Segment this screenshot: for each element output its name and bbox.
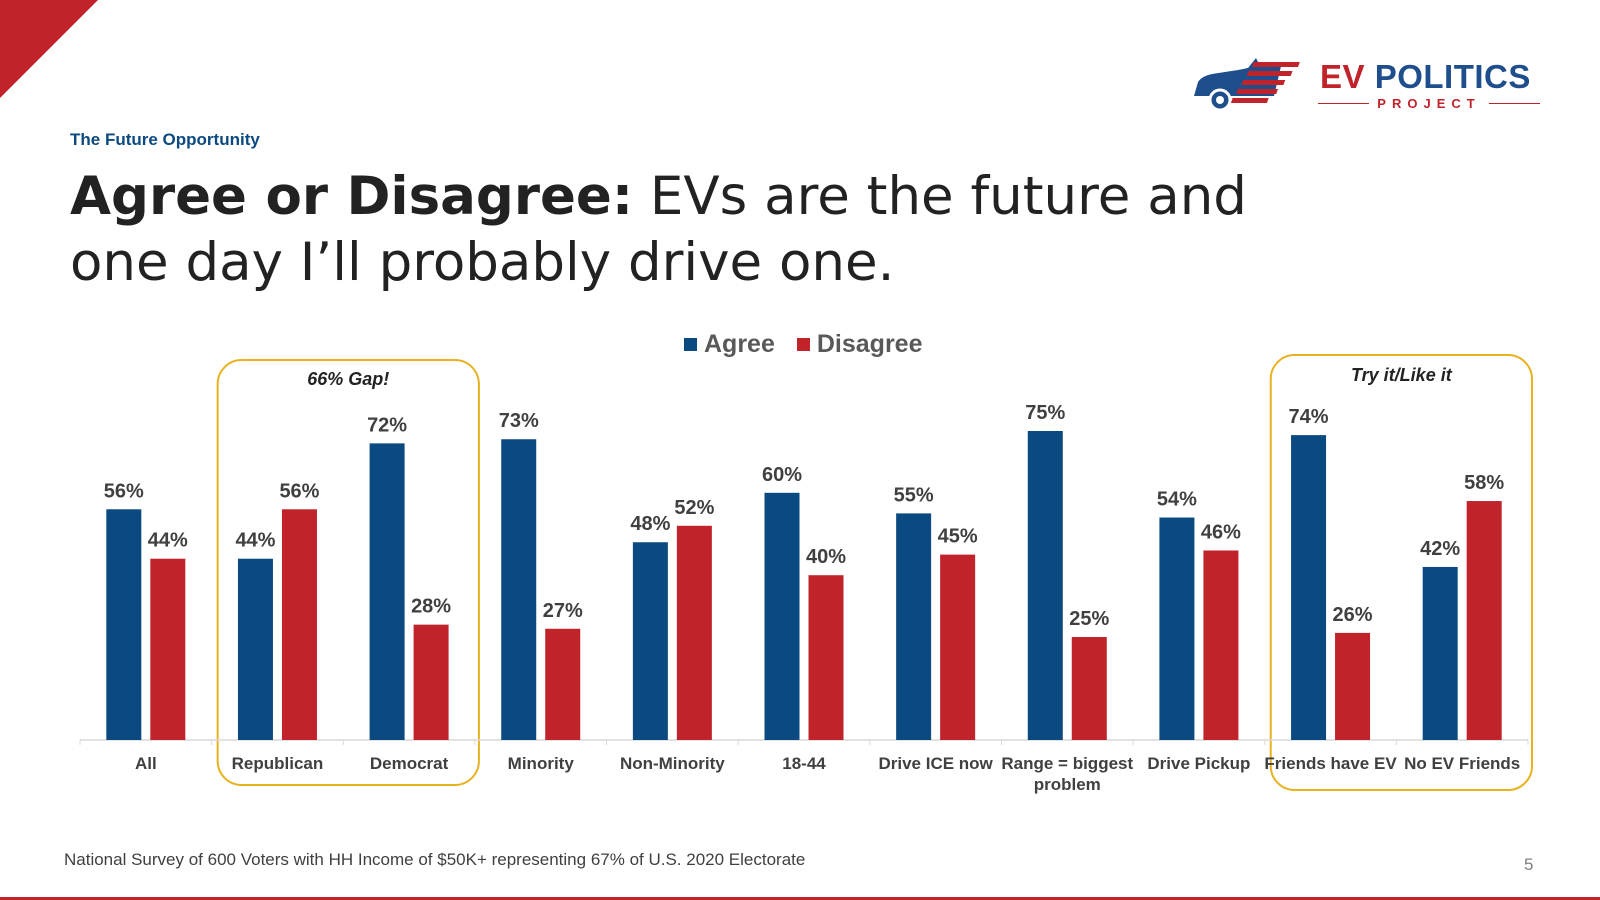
data-label-disagree-drive-ice-now: 45% bbox=[938, 526, 978, 548]
ev-politics-project-logo: EV POLITICS PROJECT bbox=[1190, 56, 1550, 120]
bar-disagree-18-44 bbox=[808, 575, 844, 740]
bar-disagree-republican bbox=[281, 509, 317, 740]
data-label-disagree-no-ev-friends: 58% bbox=[1464, 472, 1504, 494]
bar-disagree-minority bbox=[545, 628, 581, 740]
bar-agree-drive-ice-now bbox=[896, 513, 932, 740]
legend-label-disagree: Disagree bbox=[816, 330, 923, 358]
x-tick-label-non-minority: Non-Minority bbox=[620, 754, 725, 773]
data-label-agree-minority: 73% bbox=[499, 410, 539, 432]
x-tick-label-no-ev-friends: No EV Friends bbox=[1404, 754, 1520, 773]
data-label-agree-18-44: 60% bbox=[762, 464, 802, 486]
data-label-disagree-democrat: 28% bbox=[411, 596, 451, 618]
x-tick-label-drive-ice-now: Drive ICE now bbox=[878, 754, 993, 773]
legend-item-agree: Agree bbox=[684, 330, 775, 359]
legend-swatch-disagree bbox=[796, 338, 810, 351]
bar-agree-range-biggest-problem bbox=[1027, 431, 1063, 740]
legend-swatch-agree bbox=[684, 338, 697, 351]
data-label-disagree-non-minority: 52% bbox=[674, 497, 714, 519]
x-tick-label-drive-pickup: Drive Pickup bbox=[1147, 754, 1250, 773]
bar-disagree-all bbox=[150, 558, 186, 740]
bar-disagree-democrat bbox=[413, 624, 449, 740]
data-label-disagree-drive-pickup: 46% bbox=[1201, 521, 1241, 543]
data-label-disagree-friends-have-ev: 26% bbox=[1333, 604, 1373, 626]
annotation-try-it-like-it: Try it/Like it bbox=[1351, 365, 1453, 385]
bar-disagree-range-biggest-problem bbox=[1071, 637, 1107, 740]
footer-note: National Survey of 600 Voters with HH In… bbox=[64, 850, 806, 869]
legend-item-disagree: Disagree bbox=[796, 330, 923, 359]
bar-agree-drive-pickup bbox=[1159, 517, 1195, 740]
highlight-box-66-gap bbox=[216, 359, 480, 786]
data-label-agree-friends-have-ev: 74% bbox=[1289, 406, 1329, 428]
car-with-flag-stripes-icon bbox=[1194, 58, 1300, 112]
logo-wordmark: EV POLITICS bbox=[1320, 58, 1531, 95]
x-tick-label-minority: Minority bbox=[508, 754, 575, 773]
data-label-disagree-range-biggest-problem: 25% bbox=[1069, 608, 1109, 630]
data-label-disagree-republican: 56% bbox=[279, 480, 319, 502]
bar-disagree-friends-have-ev bbox=[1335, 632, 1371, 740]
data-label-agree-range-biggest-problem: 75% bbox=[1025, 402, 1065, 424]
data-label-agree-drive-ice-now: 55% bbox=[894, 484, 934, 506]
bar-disagree-drive-pickup bbox=[1203, 550, 1239, 740]
x-tick-label-all: All bbox=[135, 754, 157, 773]
data-label-agree-no-ev-friends: 42% bbox=[1420, 538, 1460, 560]
x-tick-label-republican: Republican bbox=[232, 754, 324, 773]
bar-agree-republican bbox=[237, 558, 273, 740]
chart-legend: Agree Disagree bbox=[684, 330, 923, 359]
headline-bold: Agree or Disagree: bbox=[70, 166, 634, 227]
x-tick-label-democrat: Democrat bbox=[370, 754, 449, 773]
data-label-agree-republican: 44% bbox=[235, 530, 275, 552]
bar-agree-friends-have-ev bbox=[1291, 435, 1327, 740]
bottom-rule bbox=[0, 897, 1600, 900]
data-label-agree-democrat: 72% bbox=[367, 414, 407, 436]
bar-agree-democrat bbox=[369, 443, 405, 740]
bar-agree-all bbox=[106, 509, 142, 740]
slide-headline: Agree or Disagree: EVs are the future an… bbox=[70, 164, 1270, 296]
legend-label-agree: Agree bbox=[704, 330, 775, 358]
annotation-66-gap: 66% Gap! bbox=[307, 369, 389, 389]
data-label-agree-all: 56% bbox=[104, 480, 144, 502]
bar-agree-non-minority bbox=[632, 542, 668, 740]
data-label-agree-drive-pickup: 54% bbox=[1157, 489, 1197, 511]
bar-agree-18-44 bbox=[764, 492, 800, 740]
bar-disagree-drive-ice-now bbox=[940, 554, 976, 740]
bar-disagree-no-ev-friends bbox=[1466, 501, 1502, 740]
x-tick-label-friends-have-ev: Friends have EV bbox=[1264, 754, 1397, 773]
x-tick-label-18-44: 18-44 bbox=[782, 754, 826, 773]
bar-agree-no-ev-friends bbox=[1422, 566, 1458, 740]
data-label-disagree-minority: 27% bbox=[543, 600, 583, 622]
data-label-agree-non-minority: 48% bbox=[630, 513, 670, 535]
bar-chart: 66% Gap! Try it/Like it 56% 44% 44% 56% 72% 28%… bbox=[79, 354, 1534, 794]
highlight-box-try-it-like-it bbox=[1269, 354, 1534, 791]
logo-subtitle: PROJECT bbox=[1318, 96, 1540, 111]
bar-agree-minority bbox=[501, 439, 537, 740]
data-label-disagree-18-44: 40% bbox=[806, 546, 846, 568]
corner-accent-triangle bbox=[0, 0, 98, 98]
headline-rest: EVs are the future and one day I’ll prob… bbox=[70, 166, 1247, 293]
bar-disagree-non-minority bbox=[676, 525, 712, 740]
page-number: 5 bbox=[1524, 855, 1534, 874]
data-label-disagree-all: 44% bbox=[148, 530, 188, 552]
x-tick-label-range-biggest-problem: Range = biggest problem bbox=[1001, 754, 1133, 794]
section-label: The Future Opportunity bbox=[70, 130, 260, 149]
